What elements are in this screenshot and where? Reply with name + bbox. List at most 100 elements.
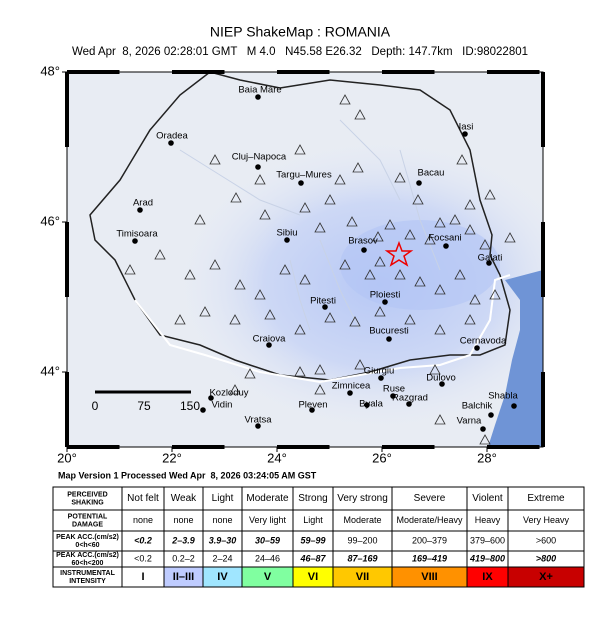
- city-label: Zimnicea: [332, 381, 371, 392]
- station: [346, 216, 358, 227]
- legend-cell-text: 169–419: [412, 553, 447, 563]
- station: [349, 316, 361, 327]
- lon-tick-label: 24°: [267, 450, 287, 465]
- epicenter: [384, 240, 414, 267]
- city-label: Sibiu: [276, 228, 297, 239]
- city-dot: [382, 299, 388, 305]
- city-dot: [322, 304, 328, 310]
- lon-tick-label: 22°: [162, 450, 182, 465]
- station: [339, 94, 351, 105]
- city-dot: [208, 395, 214, 401]
- station: [374, 256, 386, 267]
- lat-tick-label: 48°: [40, 63, 60, 78]
- station: [324, 312, 336, 323]
- city-dot: [416, 180, 422, 186]
- station: [314, 384, 326, 395]
- legend-cell-text: none: [173, 515, 193, 525]
- city-label: Balchik: [462, 401, 493, 412]
- city-label: Byala: [359, 399, 383, 410]
- city-dot: [255, 423, 261, 429]
- legend-cell-text: V: [264, 571, 272, 583]
- legend-cell-text: 379–600: [470, 535, 505, 545]
- legend-cell-text: >800: [536, 553, 556, 563]
- station: [209, 259, 221, 270]
- station: [124, 264, 136, 275]
- scale-label: 150: [180, 399, 200, 413]
- station: [372, 231, 384, 242]
- station: [434, 324, 446, 335]
- row-header: 0<h<60: [75, 542, 99, 549]
- city-label: Cernavoda: [460, 336, 507, 347]
- row-header: PEAK ACC.(cm/s2): [56, 534, 119, 541]
- legend-cell-text: VI: [308, 571, 318, 583]
- lat-tick-label: 44°: [40, 363, 60, 378]
- row-header: SHAKING: [71, 499, 104, 506]
- city-dot: [132, 238, 138, 244]
- legend-cell-text: 87–169: [347, 553, 377, 563]
- station: [354, 109, 366, 120]
- legend-cell-text: VIII: [421, 571, 438, 583]
- stations: [124, 94, 516, 445]
- station: [339, 259, 351, 270]
- city-label: Timisoara: [116, 229, 158, 240]
- city-dot: [266, 342, 272, 348]
- city-label: Razgrad: [392, 393, 428, 404]
- station: [299, 202, 311, 213]
- city-dot: [511, 403, 517, 409]
- station: [230, 192, 242, 203]
- station: [404, 229, 416, 240]
- country-border: [89, 72, 511, 381]
- legend-cell-text: <0.2: [134, 535, 152, 545]
- legend-cell-text: X+: [539, 571, 553, 583]
- station: [489, 289, 501, 300]
- city-dot: [462, 131, 468, 137]
- station: [414, 276, 426, 287]
- row-header: INSTRUMENTAL: [60, 570, 115, 577]
- row-header: PERCEIVED: [67, 491, 107, 498]
- station: [384, 219, 396, 230]
- city-dot: [378, 375, 384, 381]
- city-label: Targu–Mures: [276, 170, 332, 181]
- station: [199, 306, 211, 317]
- station: [184, 269, 196, 280]
- city-label: Vidin: [212, 400, 233, 411]
- city-label: Kozloduy: [209, 388, 248, 399]
- legend-cell-text: IV: [217, 571, 228, 583]
- legend-cell-text: Moderate: [343, 515, 381, 525]
- station: [479, 434, 491, 445]
- legend-cell-text: 59–99: [300, 535, 325, 545]
- legend-cell-text: Strong: [298, 493, 327, 504]
- city-label: Iasi: [459, 122, 474, 133]
- station: [254, 289, 266, 300]
- station: [464, 224, 476, 235]
- station: [174, 314, 186, 325]
- row-header: 60<h<200: [72, 560, 104, 567]
- lat-tick-label: 46°: [40, 213, 60, 228]
- station: [334, 174, 346, 185]
- city-dot: [200, 407, 206, 413]
- footer: Map Version 1 Processed Wed Apr 8, 2026 …: [58, 470, 317, 480]
- station: [314, 222, 326, 233]
- legend-cell-text: 2–24: [212, 553, 232, 563]
- legend-cell-text: 99–200: [347, 535, 377, 545]
- lon-tick-label: 20°: [57, 450, 77, 465]
- city-label: Pitesti: [310, 296, 336, 307]
- city-label: Baia Mare: [238, 85, 281, 96]
- station: [294, 324, 306, 335]
- legend-cell-text: Very Heavy: [523, 515, 570, 525]
- city-label: Shabla: [488, 391, 518, 402]
- station: [434, 284, 446, 295]
- city-label: Ruse: [383, 384, 405, 395]
- subtitle: Wed Apr 8, 2026 02:28:01 GMT M 4.0 N45.5…: [72, 46, 528, 58]
- station: [464, 199, 476, 210]
- legend-cell-text: Very light: [249, 515, 287, 525]
- station: [412, 194, 424, 205]
- station: [464, 314, 476, 325]
- city-dot: [386, 336, 392, 342]
- scale-label: 0: [92, 399, 99, 413]
- legend-cell-text: Violent: [472, 493, 503, 504]
- scale-labels: 0 75 150: [92, 399, 201, 413]
- station: [294, 144, 306, 155]
- station: [294, 366, 306, 377]
- city-dot: [168, 140, 174, 146]
